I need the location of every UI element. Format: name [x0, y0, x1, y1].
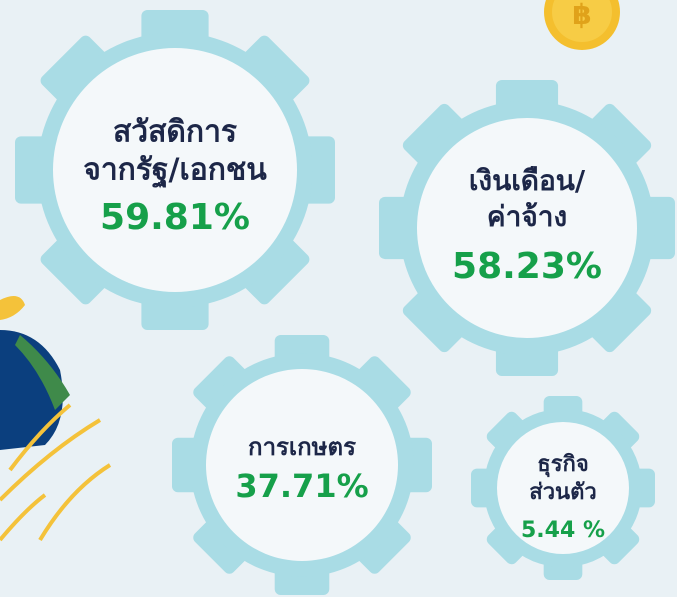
page: ฿ สวัสดิการจากรัฐ/เอกชน 59.81% เงินเดือน/ค…	[0, 0, 677, 597]
gear-value: 37.71%	[235, 467, 368, 505]
gear: เงินเดือน/ค่าจ้าง 58.23%	[379, 80, 675, 376]
gear-value: 5.44 %	[521, 518, 605, 543]
gear-label: สวัสดิการ	[113, 115, 237, 150]
gear: การเกษตร 37.71%	[172, 335, 432, 595]
gear-label: ส่วนตัว	[529, 480, 596, 505]
gear-value: 59.81%	[100, 197, 250, 238]
gear-label: ค่าจ้าง	[487, 200, 567, 233]
infographic: ฿ สวัสดิการจากรัฐ/เอกชน 59.81% เงินเดือน/ค…	[0, 0, 677, 597]
gear-label: จากรัฐ/เอกชน	[83, 153, 267, 190]
gear-label: ธุรกิจ	[537, 452, 588, 478]
gear-label: เงินเดือน/	[469, 164, 586, 197]
gear: ธุรกิจส่วนตัว 5.44 %	[471, 396, 655, 580]
gear-value: 58.23%	[452, 246, 602, 287]
gear-label: การเกษตร	[248, 433, 356, 461]
gear-center	[206, 369, 398, 561]
svg-text:฿: ฿	[572, 0, 591, 31]
